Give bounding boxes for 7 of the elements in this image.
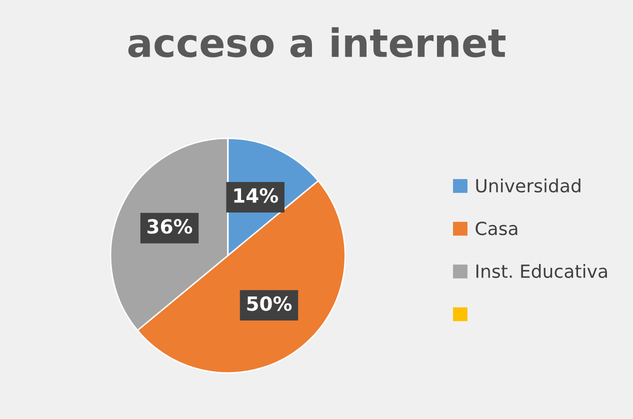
legend-label: Universidad bbox=[476, 178, 580, 193]
chart-title: acceso a internet bbox=[128, 27, 506, 58]
legend-label: Inst. Educativa bbox=[476, 264, 607, 278]
legend-label: Casa bbox=[476, 222, 518, 236]
data-label: 14% bbox=[234, 188, 278, 203]
data-label: 50% bbox=[247, 296, 292, 311]
data-label: 36% bbox=[148, 219, 192, 234]
